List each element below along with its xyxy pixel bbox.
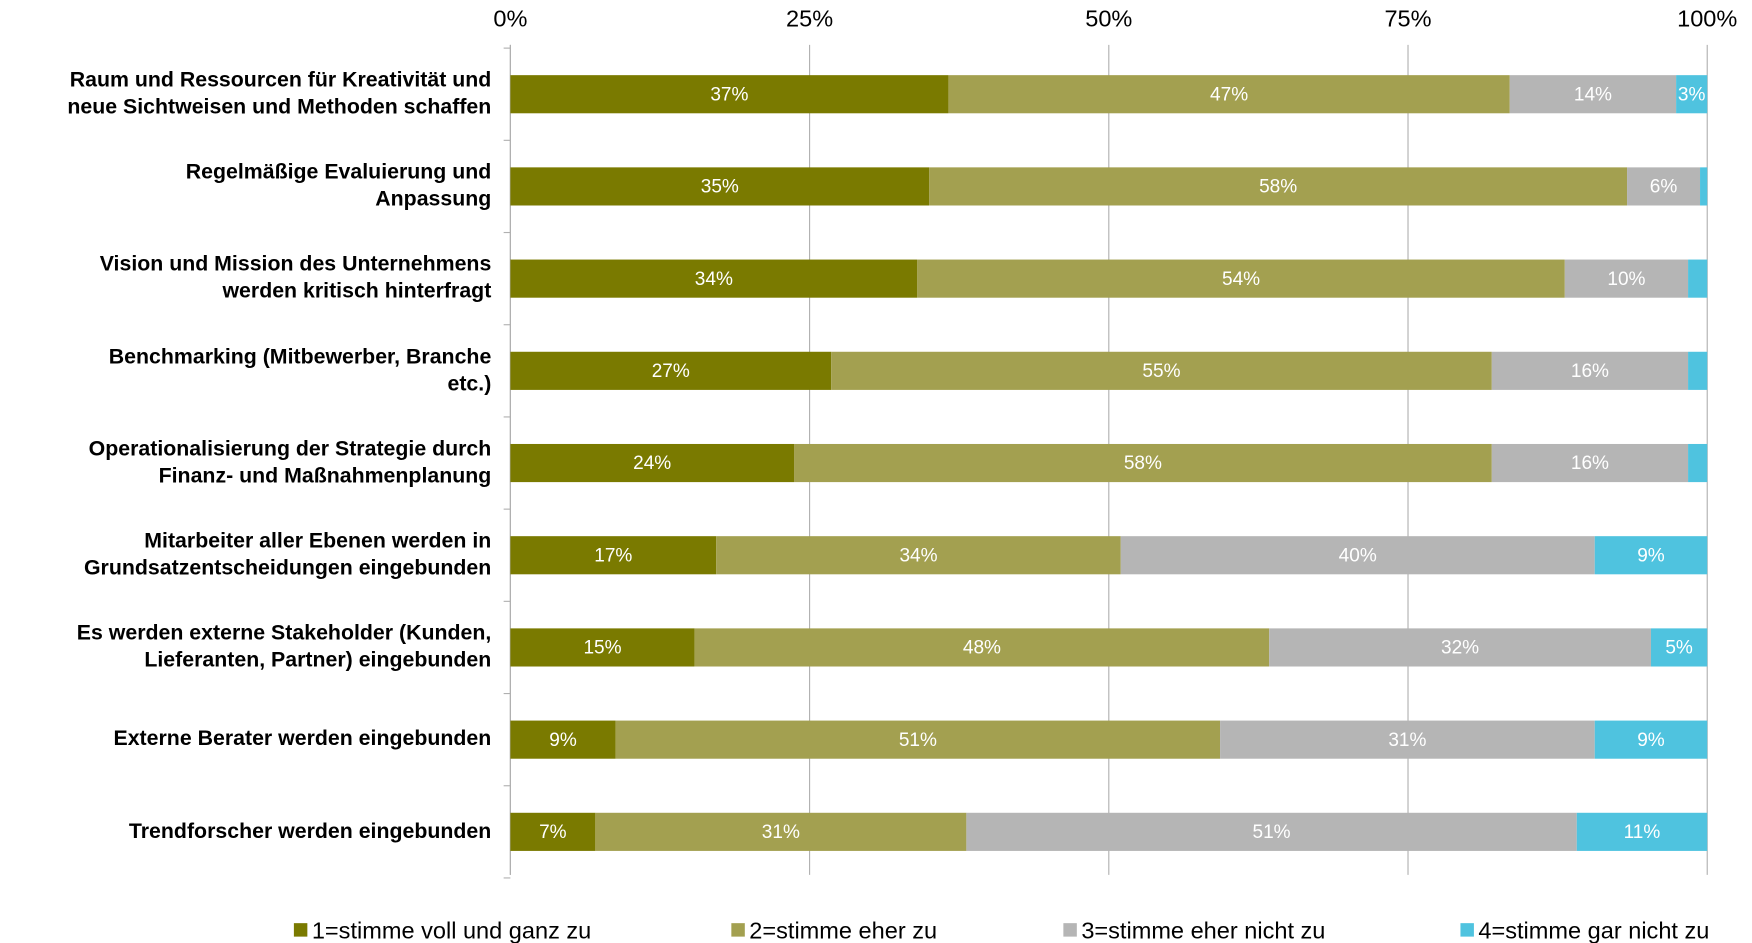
category-label: Mitarbeiter aller Ebenen werden in Grund… (83, 529, 492, 580)
data-label: 17% (594, 545, 632, 566)
category-label: Raum und Ressourcen für Kreativität und … (67, 68, 492, 119)
data-label: 3% (1678, 84, 1706, 105)
bar-segment (1576, 812, 1708, 851)
bar-segment (1120, 536, 1595, 575)
data-label: 24% (633, 453, 671, 474)
bar-segment (595, 812, 967, 851)
bar-segment (510, 167, 930, 206)
legend-label: 3=stimme eher nicht zu (1081, 917, 1325, 943)
x-tick-label: 0% (493, 5, 527, 31)
bar-segment (794, 443, 1492, 483)
data-label: 58% (1259, 177, 1297, 198)
data-label: 35% (701, 177, 739, 198)
bar-segment (694, 628, 1270, 667)
category-label: Es werden externe Stakeholder (Kunden, L… (76, 621, 492, 673)
data-label: 27% (652, 361, 690, 382)
category-label: Trendforscher werden eingebunden (128, 819, 492, 844)
data-label: 31% (1388, 730, 1426, 751)
category-label: Regelmäßige Evaluierung und Anpassung (185, 160, 492, 212)
legend-label: 4=stimme gar nicht zu (1478, 917, 1709, 943)
data-label: 47% (1210, 84, 1248, 105)
data-label: 15% (583, 638, 621, 659)
data-label: 16% (1571, 453, 1609, 474)
bar-segment (716, 536, 1121, 575)
data-label: 11% (1624, 822, 1661, 843)
data-label: 37% (710, 84, 748, 105)
data-label: 7% (539, 822, 567, 843)
data-label: 9% (1637, 730, 1665, 751)
data-label: 5% (1665, 638, 1693, 659)
x-tick-label: 25% (786, 5, 833, 31)
bar-segment (1491, 351, 1689, 390)
x-tick-label: 100% (1677, 5, 1737, 31)
bar-segment (615, 720, 1221, 759)
bar-segment (966, 812, 1577, 851)
bar-segment (510, 536, 717, 575)
bar-segment (1627, 167, 1701, 206)
category-label: Externe Berater werden eingebunden (113, 727, 492, 751)
data-label: 48% (963, 638, 1001, 659)
bar-segment (1700, 167, 1708, 206)
bar-segment (917, 259, 1565, 298)
data-label: 16% (1571, 361, 1609, 382)
bar-segment (1509, 75, 1677, 114)
legend-swatch (293, 923, 308, 937)
data-label: 10% (1607, 269, 1645, 290)
data-label: 32% (1441, 638, 1479, 659)
data-label: 34% (695, 269, 733, 290)
bar-segment (1269, 628, 1651, 667)
x-tick-label: 50% (1085, 5, 1132, 31)
data-label: 55% (1142, 361, 1180, 382)
data-label: 51% (899, 730, 937, 751)
data-label: 31% (762, 822, 800, 843)
bar-segment (510, 628, 695, 667)
data-label: 54% (1222, 269, 1260, 290)
legend-label: 1=stimme voll und ganz zu (312, 917, 591, 943)
bar-segment (1594, 720, 1708, 759)
bar-segment (1650, 628, 1708, 667)
bar-segment (510, 720, 616, 759)
bar-segment (1564, 259, 1689, 298)
category-label: Vision und Mission des Unternehmens werd… (99, 252, 492, 304)
bar-segment (948, 75, 1510, 114)
bar-segment (1220, 720, 1595, 759)
bar-segment (1676, 75, 1708, 114)
bar-segment (510, 812, 596, 851)
category-label: Benchmarking (Mitbewerber, Branche etc.) (108, 345, 492, 396)
legend-swatch (1063, 923, 1077, 937)
data-label: 9% (1637, 545, 1665, 566)
data-label: 14% (1574, 84, 1612, 105)
legend-swatch (1460, 923, 1474, 937)
bar-segment (1491, 443, 1689, 483)
legend-swatch (731, 923, 745, 937)
data-label: 9% (549, 730, 577, 751)
bar-segment (1688, 351, 1708, 390)
bar-segment (1688, 443, 1708, 483)
bar-segment (1688, 259, 1708, 298)
bar-segment (1594, 536, 1708, 575)
bar-segment (510, 443, 795, 483)
data-label: 40% (1339, 545, 1377, 566)
bar-segment (929, 167, 1628, 206)
bar-segment (831, 351, 1492, 390)
x-tick-label: 75% (1384, 5, 1431, 31)
bar-segment (510, 351, 832, 390)
bar-segment (510, 259, 918, 298)
data-label: 51% (1253, 822, 1291, 843)
legend-label: 2=stimme eher zu (749, 917, 937, 943)
data-label: 6% (1650, 177, 1678, 198)
category-label: Operationalisierung der Strategie durch … (88, 437, 492, 488)
data-label: 58% (1124, 453, 1162, 474)
data-label: 34% (899, 545, 937, 566)
bar-segment (510, 75, 949, 114)
